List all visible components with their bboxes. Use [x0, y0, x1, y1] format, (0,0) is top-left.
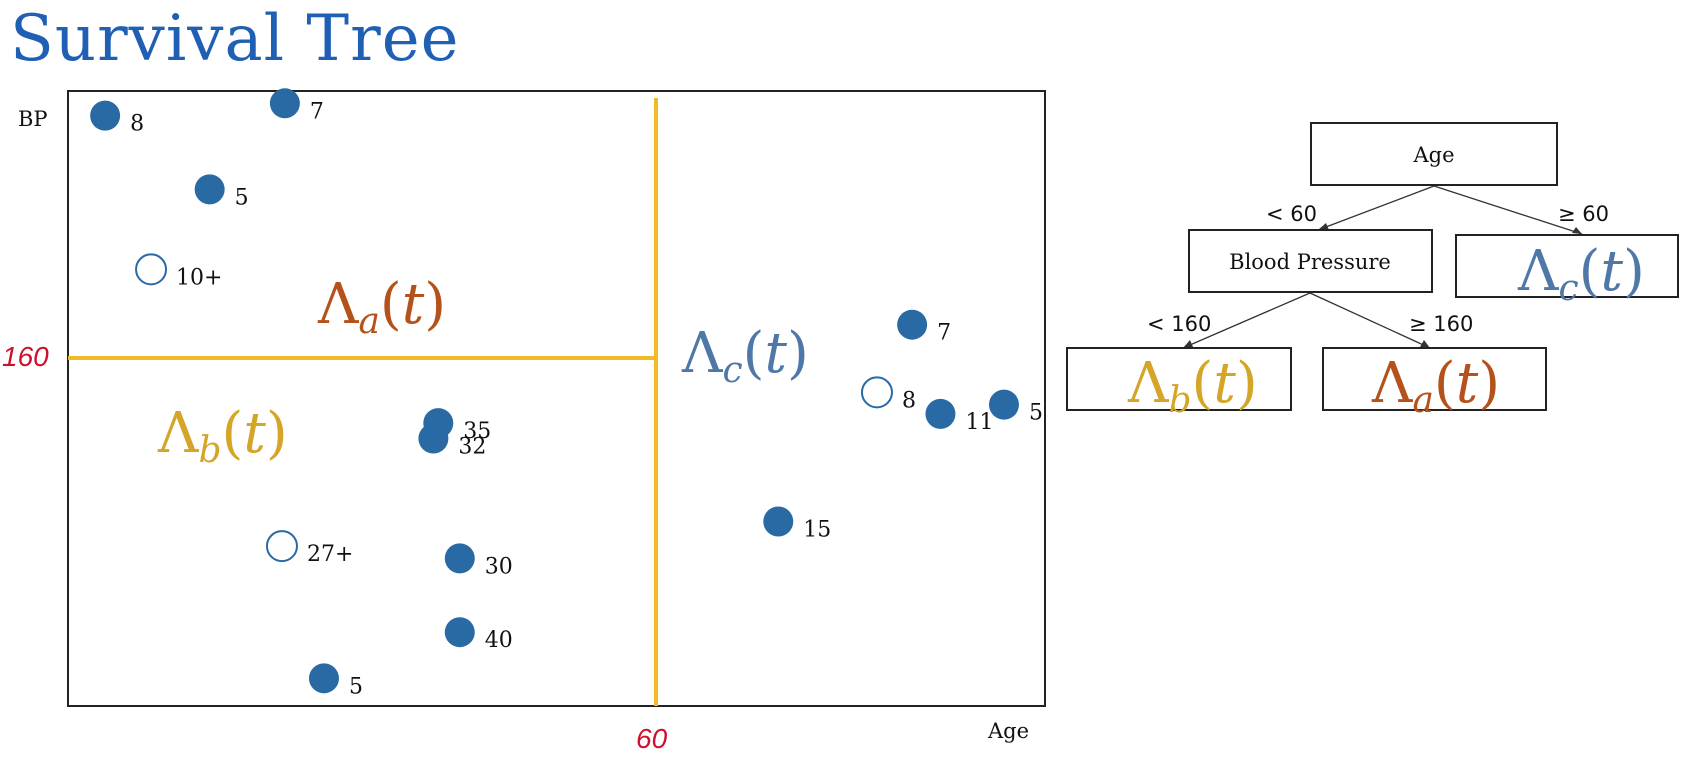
- point-label: 8: [130, 112, 144, 137]
- region-a-lambda: Λ: [317, 272, 359, 337]
- region-c-close: ): [787, 321, 809, 386]
- region-a-arg: (: [380, 272, 402, 337]
- leaf-a-arg: (: [1434, 351, 1456, 416]
- region-b-arg: (: [222, 401, 244, 466]
- region-a-t: t: [402, 272, 425, 337]
- region-label-b: Λb(t): [157, 401, 288, 471]
- leaf-a-subscript: a: [1412, 380, 1433, 421]
- event-point: [194, 174, 225, 205]
- page-title: Survival Tree: [10, 2, 460, 76]
- event-point: [763, 506, 794, 537]
- leaf-a-label: Λa(t): [1371, 351, 1500, 421]
- leaf-a-close: ): [1478, 351, 1500, 416]
- point-label: 15: [803, 518, 831, 543]
- leaf-c-subscript: c: [1558, 268, 1578, 309]
- event-point: [897, 309, 928, 340]
- point-label: 8: [902, 388, 916, 413]
- edge-label-bp-ge-160: ≥ 160: [1409, 312, 1473, 336]
- leaf-b: [1066, 347, 1292, 411]
- event-point: [308, 663, 339, 694]
- edge-root-right: [1433, 185, 1583, 235]
- node-blood-pressure: [1188, 229, 1433, 293]
- arrow-root-left: [1318, 223, 1329, 230]
- region-a-subscript: a: [358, 301, 379, 342]
- region-a-close: ): [424, 272, 446, 337]
- edge-root-left: [1317, 185, 1435, 231]
- leaf-c: [1455, 234, 1679, 298]
- region-c-arg: (: [743, 321, 765, 386]
- region-c-lambda: Λ: [681, 321, 723, 386]
- leaf-b-close: ): [1236, 351, 1258, 416]
- point-label: 35: [463, 419, 491, 444]
- split-60-annotation: 60: [636, 723, 668, 754]
- x-axis-label: Age: [987, 719, 1029, 743]
- event-point: [925, 398, 956, 429]
- node-blood-pressure-label: Blood Pressure: [1229, 250, 1391, 274]
- region-c-t: t: [764, 321, 787, 386]
- region-label-c: Λc(t): [681, 321, 809, 391]
- leaf-a: [1322, 347, 1547, 411]
- leaf-b-subscript: b: [1168, 380, 1191, 421]
- point-label: 32: [458, 434, 486, 459]
- leaf-a-lambda: Λ: [1371, 351, 1413, 416]
- point-label: 11: [965, 410, 993, 435]
- point-label: 7: [937, 321, 951, 346]
- point-label: 30: [485, 554, 513, 579]
- event-point: [444, 617, 475, 648]
- node-age: [1310, 122, 1558, 186]
- leaf-b-t: t: [1213, 351, 1236, 416]
- y-axis-label: BP: [18, 107, 48, 131]
- arrow-root-right: [1572, 227, 1582, 234]
- region-c-subscript: c: [722, 350, 742, 391]
- leaf-b-lambda: Λ: [1127, 351, 1169, 416]
- edge-label-bp-lt-160: < 160: [1147, 312, 1211, 336]
- decision-tree: Age Blood Pressure Λc(t) Λb(t) Λa(t) < 6…: [1066, 122, 1679, 421]
- event-point: [269, 88, 300, 119]
- region-b-lambda: Λ: [157, 401, 199, 466]
- event-point: [988, 389, 1019, 420]
- censored-point: [860, 376, 893, 409]
- censored-point: [265, 530, 298, 563]
- point-label: 7: [310, 99, 324, 124]
- point-label: 5: [349, 674, 363, 699]
- edge-label-age-ge-60: ≥ 60: [1558, 202, 1609, 226]
- arrow-bp-left: [1183, 340, 1193, 348]
- leaf-a-t: t: [1456, 351, 1479, 416]
- leaf-c-arg: (: [1579, 239, 1601, 304]
- leaf-c-t: t: [1600, 239, 1623, 304]
- point-label: 40: [485, 628, 513, 653]
- censored-point: [135, 253, 168, 286]
- point-label: 5: [235, 185, 249, 210]
- arrow-bp-right: [1420, 340, 1430, 348]
- region-b-subscript: b: [198, 430, 221, 471]
- edge-bp-right: [1309, 292, 1431, 349]
- leaf-c-close: ): [1623, 239, 1645, 304]
- region-b-t: t: [243, 401, 266, 466]
- split-160-annotation: 160: [2, 341, 49, 372]
- point-label: 10+: [176, 265, 222, 290]
- point-label: 5: [1029, 401, 1043, 426]
- region-b-close: ): [266, 401, 288, 466]
- edge-label-age-lt-60: < 60: [1266, 202, 1317, 226]
- event-point: [444, 543, 475, 574]
- region-label-a: Λa(t): [317, 272, 446, 342]
- event-point: [90, 100, 121, 131]
- leaf-b-label: Λb(t): [1127, 351, 1258, 421]
- leaf-c-lambda: Λ: [1517, 239, 1559, 304]
- leaf-c-label: Λc(t): [1517, 239, 1645, 309]
- node-age-label: Age: [1412, 143, 1454, 167]
- point-label: 27+: [307, 542, 353, 567]
- edge-bp-left: [1182, 292, 1311, 349]
- leaf-b-arg: (: [1192, 351, 1214, 416]
- event-point: [418, 423, 449, 454]
